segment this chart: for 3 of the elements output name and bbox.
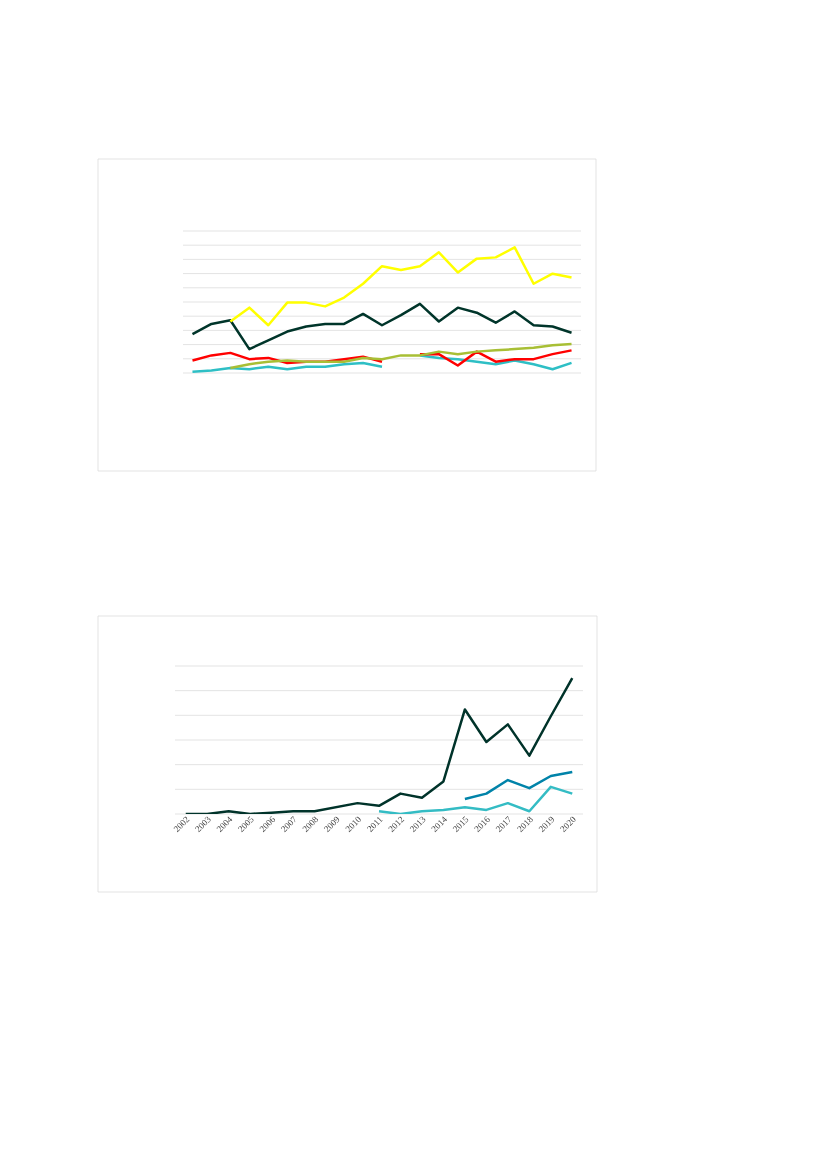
x-tick-label: 2020 — [560, 816, 576, 833]
x-tick-label: 2003 — [195, 816, 211, 833]
x-tick-label: 2011 — [367, 816, 383, 833]
